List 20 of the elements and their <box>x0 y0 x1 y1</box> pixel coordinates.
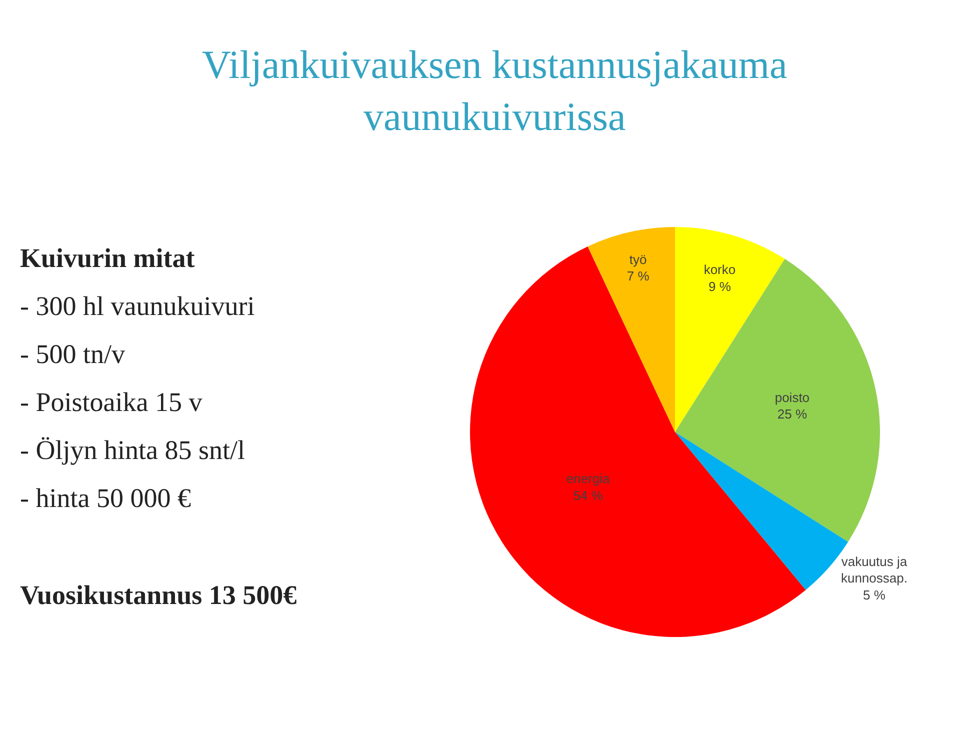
slice-label: energia <box>566 470 611 486</box>
text: Vuosikustannus 13 500€ <box>20 580 298 610</box>
slice-label: vakuutus ja kunnossap. <box>840 554 908 586</box>
data-label: 7 % <box>626 268 650 284</box>
pie-slice <box>588 227 675 432</box>
chart-title: Viljankuivauksen kustannusjakauma vaunukuivurissa <box>202 42 788 139</box>
slice-label: työ <box>629 252 647 267</box>
text: Kuivurin mitat <box>20 243 195 273</box>
text: - 500 tn/v <box>20 339 126 369</box>
text: - hinta 50 000 € <box>20 483 192 513</box>
data-label: 54 % <box>573 488 604 503</box>
data-label: 9 % <box>708 279 732 294</box>
slice-label: poisto <box>774 390 810 405</box>
text: - 300 hl vaunukuivuri <box>20 291 255 321</box>
pie-slice <box>675 258 880 542</box>
text: - Öljyn hinta 85 snt/l <box>20 435 245 465</box>
data-label: 5 % <box>863 588 886 603</box>
slice-label: korko <box>704 262 736 278</box>
text: - Poistoaika 15 v <box>20 387 203 417</box>
data-label: 25 % <box>777 406 808 422</box>
